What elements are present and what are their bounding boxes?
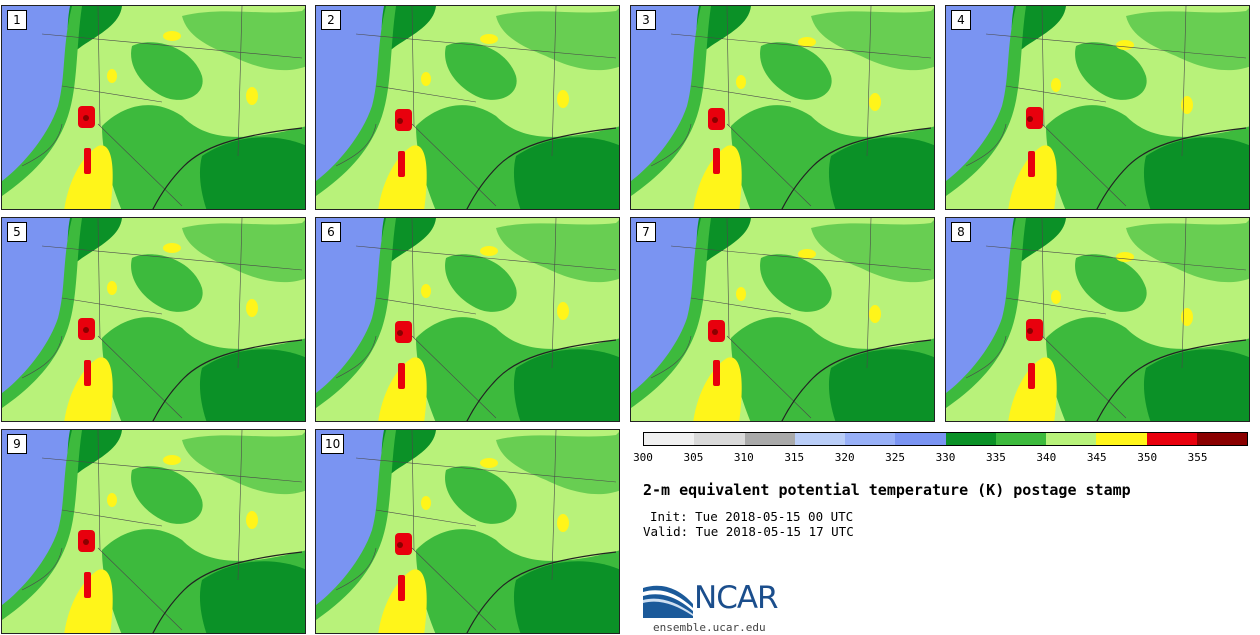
colorbar-swatch [1196,433,1247,445]
colorbar-swatch [744,433,795,445]
colorbar-tick-label: 300 [633,451,653,464]
ncar-logo: NCAR [643,578,793,620]
map-field [316,6,619,209]
colorbar-tick-label: 310 [733,451,754,464]
valid-time: Valid: Tue 2018-05-15 17 UTC [643,524,854,539]
colorbar-swatch [1146,433,1197,445]
panel-number: 1 [7,10,27,30]
colorbar-swatch [895,433,946,445]
colorbar-tick-label: 330 [935,451,956,464]
colorbar-swatch [845,433,896,445]
map-panel: 5 [1,217,306,422]
panel-number: 10 [321,434,345,454]
colorbar-tick-label: 345 [1086,451,1107,464]
map-field [631,218,934,421]
panel-number: 2 [321,10,341,30]
map-field [316,218,619,421]
map-field [2,6,305,209]
colorbar [643,432,1248,446]
panel-number: 6 [321,222,341,242]
colorbar-ticks: 300 305 310 315 320 325 330 335 340 345 350 355 [633,451,1248,465]
colorbar-tick-label: 340 [1036,451,1057,464]
init-time: Init: Tue 2018-05-15 00 UTC [650,509,854,524]
map-panel: 10 [315,429,620,634]
logo-url: ensemble.ucar.edu [653,621,766,634]
map-panel: 7 [630,217,935,422]
panel-number: 3 [636,10,656,30]
ncar-logo-text: NCAR [694,580,779,616]
map-panel: 8 [945,217,1250,422]
panel-number: 9 [7,434,27,454]
colorbar-swatch [794,433,845,445]
colorbar-swatch [945,433,996,445]
colorbar-swatch [1046,433,1097,445]
map-panel: 2 [315,5,620,210]
map-field [946,218,1249,421]
map-field [2,218,305,421]
map-panel: 6 [315,217,620,422]
colorbar-swatch [644,433,695,445]
colorbar-tick-label: 320 [834,451,855,464]
map-panel: 1 [1,5,306,210]
colorbar-tick-label: 315 [784,451,805,464]
ncar-swoosh-icon [643,585,693,618]
map-field [316,430,619,633]
panel-number: 5 [7,222,27,242]
map-panel: 4 [945,5,1250,210]
colorbar-swatch [1096,433,1147,445]
panel-number: 8 [951,222,971,242]
colorbar-tick-label: 325 [885,451,906,464]
map-field [631,6,934,209]
colorbar-swatch [995,433,1046,445]
map-field [946,6,1249,209]
panel-number: 7 [636,222,656,242]
colorbar-tick-label: 350 [1137,451,1158,464]
colorbar-tick-label: 305 [683,451,704,464]
colorbar-tick-label: 355 [1187,451,1208,464]
map-panel: 9 [1,429,306,634]
map-panel: 3 [630,5,935,210]
panel-number: 4 [951,10,971,30]
map-field [2,430,305,633]
colorbar-tick-label: 335 [985,451,1006,464]
chart-title: 2-m equivalent potential temperature (K)… [643,481,1131,499]
colorbar-swatch [694,433,745,445]
